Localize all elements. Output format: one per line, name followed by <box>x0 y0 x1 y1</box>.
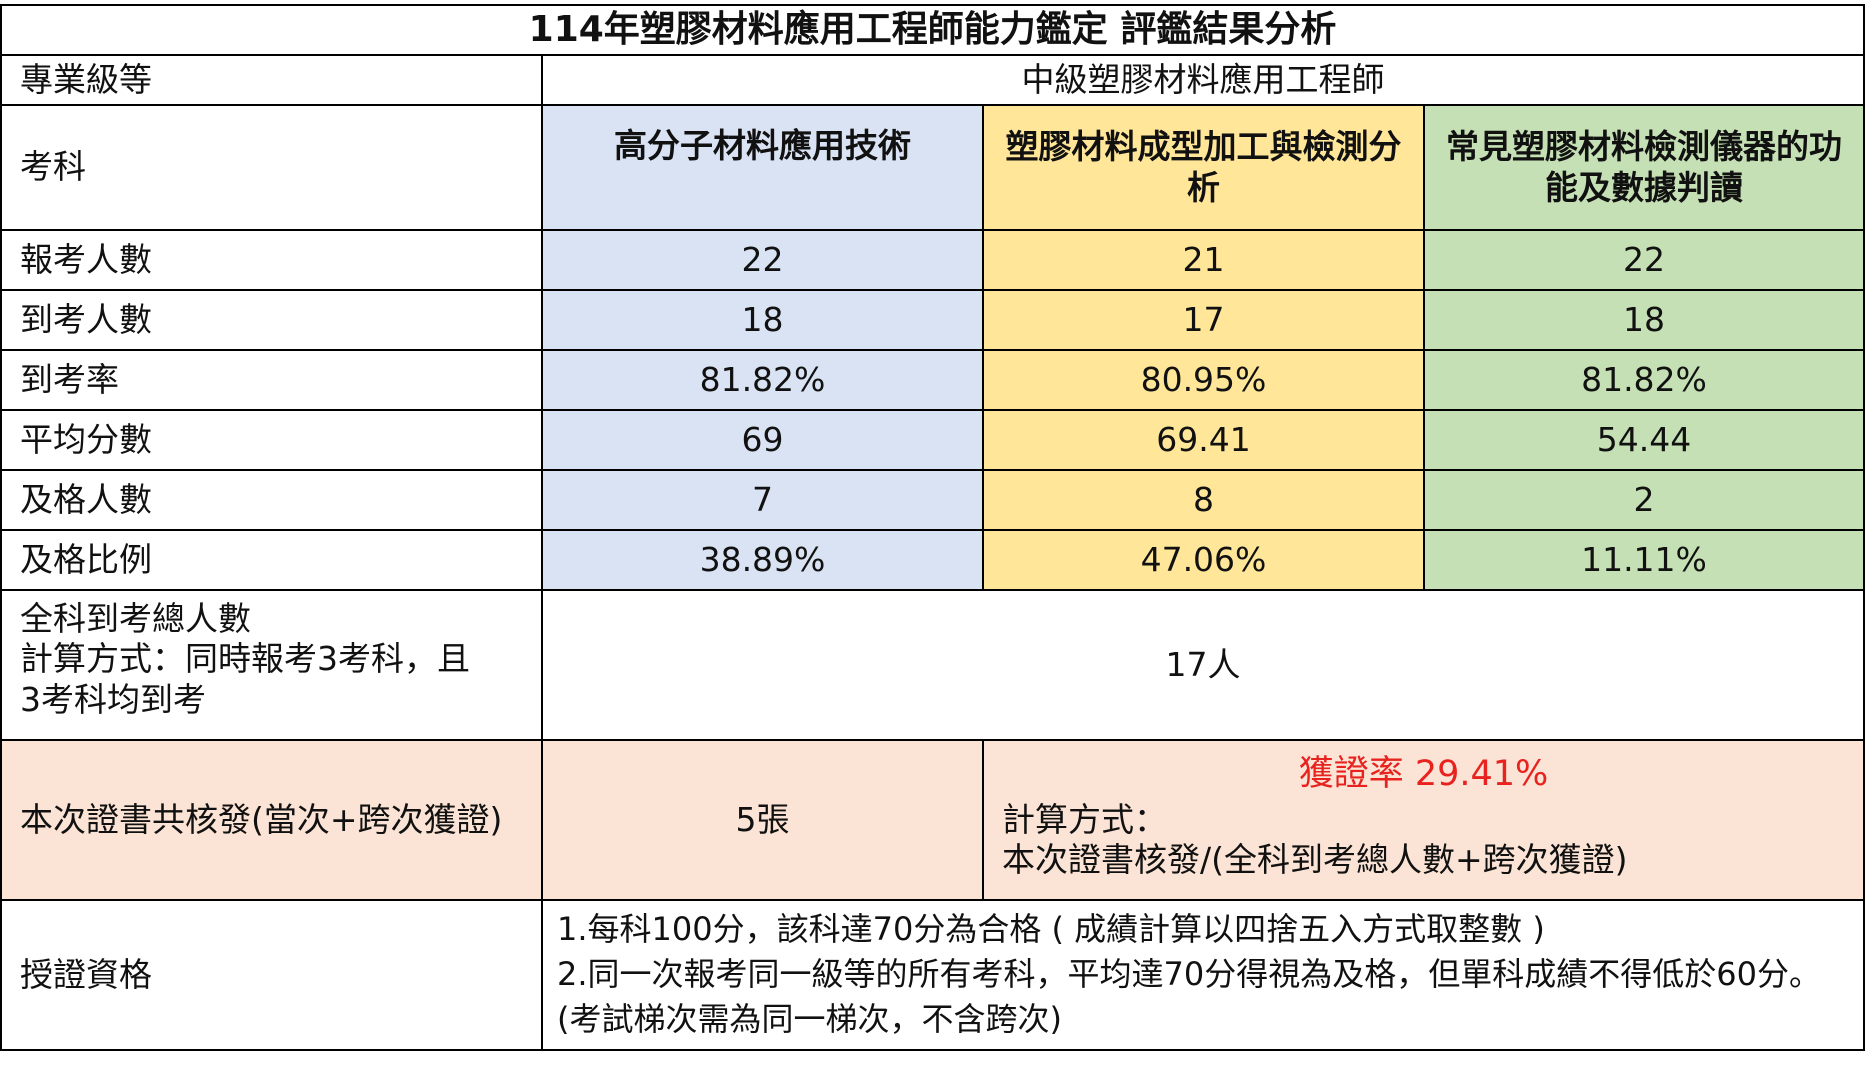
cell-average-score-2: 69.41 <box>984 411 1425 471</box>
total-label-line1: 全科到考總人數 <box>20 599 251 638</box>
cell-attendance-rate-2: 80.95% <box>984 351 1425 411</box>
qualification-text: 1.每科100分，該科達70分為合格 ( 成績計算以四捨五入方式取整數 ) 2.… <box>543 901 1865 1051</box>
table-title: 114年塑膠材料應用工程師能力鑑定 評鑑結果分析 <box>0 4 1865 56</box>
cell-pass-rate-2: 47.06% <box>984 531 1425 591</box>
cell-attended-1: 18 <box>543 291 984 351</box>
subject-header-3: 常見塑膠材料檢測儀器的功能及數據判讀 <box>1425 106 1865 231</box>
cell-passed-3: 2 <box>1425 471 1865 531</box>
certificate-formula-label: 計算方式： <box>1002 799 1167 839</box>
cell-attended-2: 17 <box>984 291 1425 351</box>
row-label-attended: 到考人數 <box>0 291 543 351</box>
qualification-line2: 2.同一次報考同一級等的所有考科，平均達70分得視為及格，但單科成績不得低於60… <box>557 954 1821 1038</box>
total-label: 全科到考總人數 計算方式：同時報考3考科，且 3考科均到考 <box>0 591 543 741</box>
row-label-registered: 報考人數 <box>0 231 543 291</box>
cell-attendance-rate-1: 81.82% <box>543 351 984 411</box>
cell-registered-3: 22 <box>1425 231 1865 291</box>
cell-pass-rate-3: 11.11% <box>1425 531 1865 591</box>
certificate-rate: 獲證率 29.41% <box>1298 754 1549 794</box>
certificate-rate-cell: 獲證率 29.41% 計算方式： 本次證書核發/(全科到考總人數+跨次獲證) <box>984 741 1865 901</box>
certificate-label: 本次證書共核發(當次+跨次獲證) <box>0 741 543 901</box>
row-label-attendance-rate: 到考率 <box>0 351 543 411</box>
total-label-line3: 3考科均到考 <box>20 679 206 719</box>
row-label-average-score: 平均分數 <box>0 411 543 471</box>
cell-passed-1: 7 <box>543 471 984 531</box>
cell-pass-rate-1: 38.89% <box>543 531 984 591</box>
row-label-pass-rate: 及格比例 <box>0 531 543 591</box>
certificate-count: 5張 <box>543 741 984 901</box>
qualification-label: 授證資格 <box>0 901 543 1051</box>
cell-registered-2: 21 <box>984 231 1425 291</box>
cell-attendance-rate-3: 81.82% <box>1425 351 1865 411</box>
subject-header-1: 高分子材料應用技術 <box>543 106 984 231</box>
total-label-line2: 計算方式：同時報考3考科，且 <box>20 639 470 679</box>
row-label-passed: 及格人數 <box>0 471 543 531</box>
cell-average-score-1: 69 <box>543 411 984 471</box>
cell-registered-1: 22 <box>543 231 984 291</box>
cell-average-score-3: 54.44 <box>1425 411 1865 471</box>
cell-attended-3: 18 <box>1425 291 1865 351</box>
level-value: 中級塑膠材料應用工程師 <box>543 56 1865 106</box>
subject-header-2: 塑膠材料成型加工與檢測分析 <box>984 106 1425 231</box>
certificate-formula: 本次證書核發/(全科到考總人數+跨次獲證) <box>1002 839 1628 879</box>
subject-label: 考科 <box>0 106 543 231</box>
level-label: 專業級等 <box>0 56 543 106</box>
cell-passed-2: 8 <box>984 471 1425 531</box>
qualification-line1: 1.每科100分，該科達70分為合格 ( 成績計算以四捨五入方式取整數 ) <box>557 910 1545 948</box>
total-value: 17人 <box>543 591 1865 741</box>
